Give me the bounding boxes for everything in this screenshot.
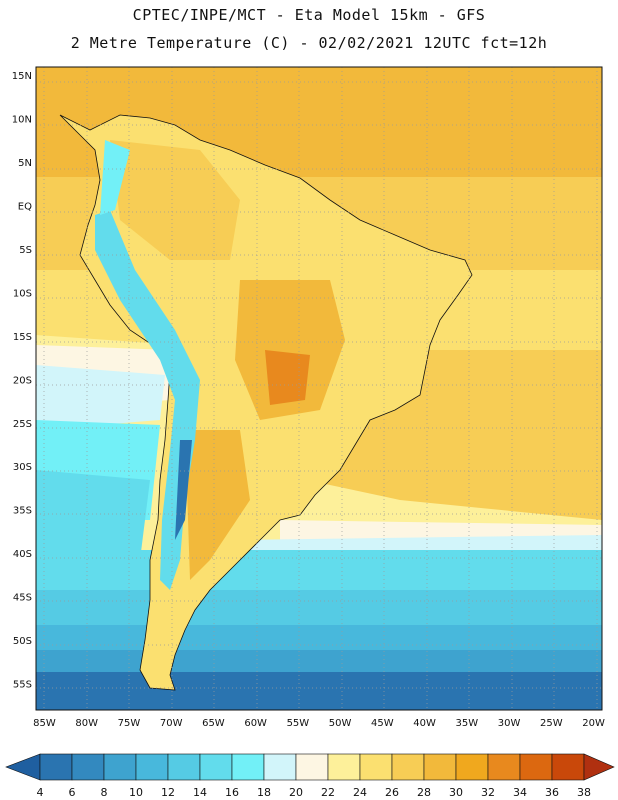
ocean-band-pacific-16 — [36, 470, 150, 560]
colorbar-label: 16 — [225, 786, 239, 799]
lon-tick-label: 65W — [202, 718, 225, 729]
lon-tick-label: 80W — [75, 718, 98, 729]
lon-tick-label: 30W — [498, 718, 521, 729]
lat-tick-label: 45S — [13, 593, 32, 604]
colorbar-label: 36 — [545, 786, 559, 799]
longitude-labels: 85W 80W 75W 70W 65W 60W 55W 50W 45W 40W 35W 30W 25W 2… — [33, 718, 605, 729]
lat-tick-label: 10N — [12, 115, 32, 126]
colorbar-swatch — [135, 753, 169, 781]
lon-tick-label: 75W — [118, 718, 141, 729]
colorbar-swatch — [327, 753, 361, 781]
colorbar-swatch — [263, 753, 297, 781]
lat-tick-label: 35S — [13, 506, 32, 517]
land-warm-north — [110, 140, 240, 260]
ocean-band-pacific-20 — [36, 365, 165, 430]
lat-tick-label: 15S — [13, 332, 32, 343]
colorbar-swatch — [167, 753, 201, 781]
colorbar-swatch — [423, 753, 457, 781]
colorbar-swatch — [359, 753, 393, 781]
map-title-line-1: CPTEC/INPE/MCT - Eta Model 15km - GFS — [132, 6, 486, 24]
lon-tick-label: 85W — [33, 718, 56, 729]
lat-tick-label: 10S — [13, 288, 32, 299]
map-frame — [35, 66, 603, 711]
colorbar-label: 28 — [417, 786, 431, 799]
colorbar-label: 20 — [289, 786, 303, 799]
colorbar-swatch — [551, 753, 585, 781]
colorbar — [5, 753, 615, 781]
lat-tick-label: 5S — [19, 245, 32, 256]
land-hot-spot — [265, 350, 310, 405]
lon-tick-label: 35W — [456, 718, 479, 729]
andes-north-cold — [100, 140, 130, 215]
lat-tick-label: 5N — [18, 158, 32, 169]
colorbar-swatch — [71, 753, 105, 781]
ocean-band-14 — [36, 590, 602, 630]
colorbar-label: 26 — [385, 786, 399, 799]
colorbar-label: 10 — [129, 786, 143, 799]
colorbar-swatch — [295, 753, 329, 781]
lon-tick-label: 50W — [329, 718, 352, 729]
colorbar-label: 32 — [481, 786, 495, 799]
colorbar-swatch — [487, 753, 521, 781]
colorbar-left-arrow — [5, 753, 41, 781]
colorbar-label: 8 — [101, 786, 108, 799]
lon-tick-label: 70W — [160, 718, 183, 729]
lat-tick-label: 20S — [13, 375, 32, 386]
colorbar-swatch — [519, 753, 553, 781]
andes-cold-strip — [95, 210, 200, 590]
lon-tick-label: 60W — [244, 718, 267, 729]
colorbar-label: 24 — [353, 786, 367, 799]
lat-tick-label: 50S — [13, 636, 32, 647]
colorbar-label: 12 — [161, 786, 175, 799]
latitude-labels: 15N 10N 5N EQ 5S 10S 15S 20S 25S 30S 35S 40S 45S 50S 5… — [12, 71, 32, 690]
land-warm-center — [235, 280, 345, 420]
lat-tick-label: 55S — [13, 679, 32, 690]
colorbar-label: 6 — [69, 786, 76, 799]
colorbar-swatch — [231, 753, 265, 781]
colorbar-label: 4 — [37, 786, 44, 799]
colorbar-swatch — [455, 753, 489, 781]
lat-tick-label: 15N — [12, 71, 32, 82]
land-warm-south — [185, 430, 250, 580]
lon-tick-label: 45W — [371, 718, 394, 729]
lat-tick-label: 40S — [13, 549, 32, 560]
colorbar-label: 38 — [577, 786, 591, 799]
lat-tick-label: 25S — [13, 419, 32, 430]
colorbar-label: 30 — [449, 786, 463, 799]
colorbar-label: 18 — [257, 786, 271, 799]
lat-tick-label: 30S — [13, 462, 32, 473]
temperature-field — [36, 67, 602, 710]
lon-tick-label: 20W — [582, 718, 605, 729]
map-title-line-2: 2 Metre Temperature (C) - 02/02/2021 12U… — [70, 34, 548, 52]
andes-coldest — [175, 440, 192, 540]
colorbar-right-arrow — [583, 753, 615, 781]
ocean-band-10 — [36, 650, 602, 675]
colorbar-swatch — [199, 753, 233, 781]
lat-tick-label: EQ — [18, 202, 32, 213]
colorbar-labels: 4 6 8 10 12 14 16 18 20 22 24 26 28 30 32 34 36 38 — [37, 786, 592, 799]
lon-tick-label: 25W — [540, 718, 563, 729]
colorbar-label: 34 — [513, 786, 527, 799]
colorbar-swatch — [103, 753, 137, 781]
ocean-band-6 — [36, 672, 602, 710]
lon-tick-label: 40W — [413, 718, 436, 729]
lon-tick-label: 55W — [287, 718, 310, 729]
colorbar-label: 22 — [321, 786, 335, 799]
colorbar-swatch — [39, 753, 73, 781]
colorbar-swatch — [391, 753, 425, 781]
colorbar-label: 14 — [193, 786, 207, 799]
